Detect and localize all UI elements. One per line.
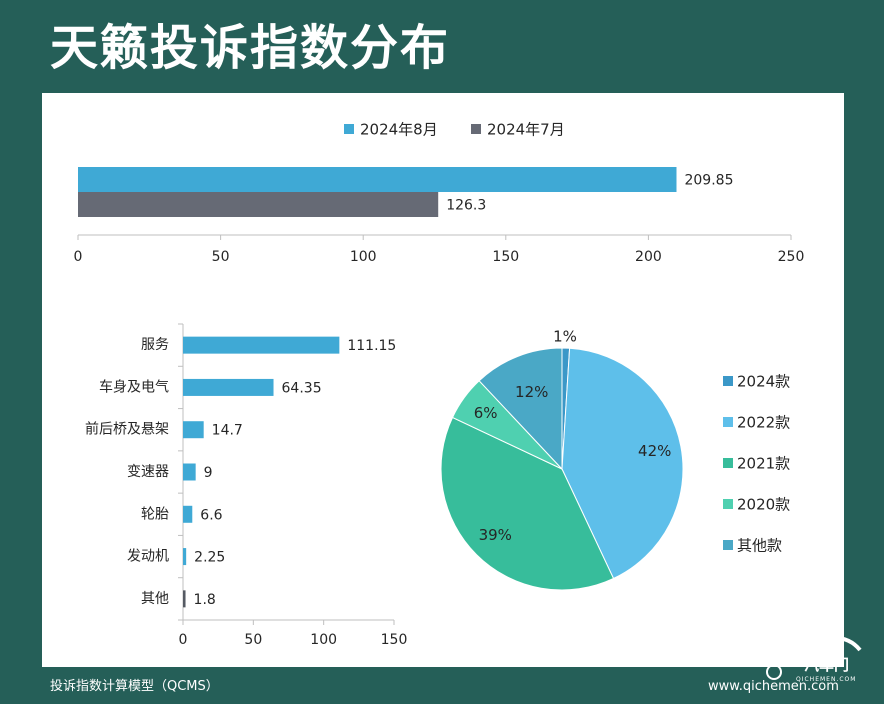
- category-value-label-6: 1.8: [194, 592, 216, 608]
- pie-legend-swatch-2: [723, 458, 733, 468]
- legend-label-0: 2024年8月: [360, 121, 438, 139]
- category-bar-3: [183, 463, 196, 481]
- category-bar-5: [183, 548, 187, 566]
- category-value-label-5: 2.25: [194, 550, 225, 566]
- x-tick-label-3: 150: [492, 249, 519, 265]
- pie-legend-label-0: 2024款: [737, 373, 790, 391]
- pie-label-1: 42%: [638, 442, 671, 460]
- x2-tick-label-2: 100: [310, 632, 337, 648]
- x2-tick-label-3: 150: [381, 632, 408, 648]
- category-value-label-4: 6.6: [200, 507, 222, 523]
- footer-model-note: 投诉指数计算模型（QCMS）: [50, 679, 219, 694]
- x-tick-label-5: 250: [778, 249, 805, 265]
- watermark-logo-icon: [766, 636, 862, 680]
- category-value-label-3: 9: [204, 465, 213, 481]
- pie-legend-label-3: 2020款: [737, 496, 790, 514]
- bar-value-label-0: 209.85: [684, 173, 733, 189]
- pie-legend-label-1: 2022款: [737, 414, 790, 432]
- charts-canvas: 2024年8月 2024年7月 209.85 126.3 0 50 100 150 200 250…: [74, 121, 805, 649]
- x-tick-label-2: 100: [350, 249, 377, 265]
- legend-swatch-1: [471, 124, 481, 134]
- category-bar-4: [183, 505, 193, 523]
- watermark-sub: QICHEMEN.COM: [796, 676, 857, 683]
- footer-website-link[interactable]: www.qichemen.com: [708, 679, 839, 694]
- pie-label-0: 1%: [553, 328, 577, 346]
- watermark-text: 汽车门: [804, 656, 850, 674]
- x-tick-label-4: 200: [635, 249, 662, 265]
- category-value-label-1: 64.35: [282, 380, 322, 396]
- pie-legend-label-4: 其他款: [737, 537, 782, 555]
- legend-swatch-0: [344, 124, 354, 134]
- category-label-3: 变速器: [127, 464, 169, 480]
- pie-slice-2: [440, 416, 615, 591]
- category-label-1: 车身及电气: [99, 378, 169, 395]
- pie-label-4: 12%: [515, 383, 548, 401]
- pie-legend-swatch-1: [723, 417, 733, 427]
- watermark-logo: 汽车门 QICHEMEN.COM: [756, 624, 864, 683]
- category-value-label-0: 111.15: [347, 338, 396, 354]
- pie-label-3: 6%: [474, 404, 498, 422]
- category-bar-2: [183, 421, 204, 439]
- pie-label-2: 39%: [479, 526, 512, 544]
- bar-0: [78, 167, 677, 192]
- x-tick-label-0: 0: [74, 249, 83, 265]
- category-bar-6: [183, 590, 186, 608]
- x-tick-label-1: 50: [212, 249, 230, 265]
- category-bar-0: [183, 336, 340, 354]
- pie-slice-1: [561, 347, 684, 580]
- pie-slice-4: [478, 347, 563, 471]
- bar-value-label-1: 126.3: [446, 198, 486, 214]
- pie-legend-swatch-3: [723, 499, 733, 509]
- bar-1: [78, 192, 439, 217]
- category-value-label-2: 14.7: [212, 423, 243, 439]
- category-label-0: 服务: [141, 337, 169, 353]
- category-bar-1: [183, 378, 274, 396]
- pie-legend-swatch-4: [723, 540, 733, 550]
- pie-legend-swatch-0: [723, 376, 733, 386]
- x2-tick-label-1: 50: [244, 632, 262, 648]
- legend-label-1: 2024年7月: [487, 121, 565, 139]
- category-label-2: 前后桥及悬架: [85, 421, 169, 438]
- category-label-4: 轮胎: [141, 506, 169, 522]
- x2-tick-label-0: 0: [179, 632, 188, 648]
- pie-legend-label-2: 2021款: [737, 455, 790, 473]
- page-title: 天籁投诉指数分布: [50, 20, 451, 76]
- category-label-6: 其他: [141, 591, 169, 607]
- category-label-5: 发动机: [127, 549, 169, 565]
- chart-panel: 2024年8月 2024年7月 209.85 126.3 0 50 100 150 200 250…: [42, 93, 844, 667]
